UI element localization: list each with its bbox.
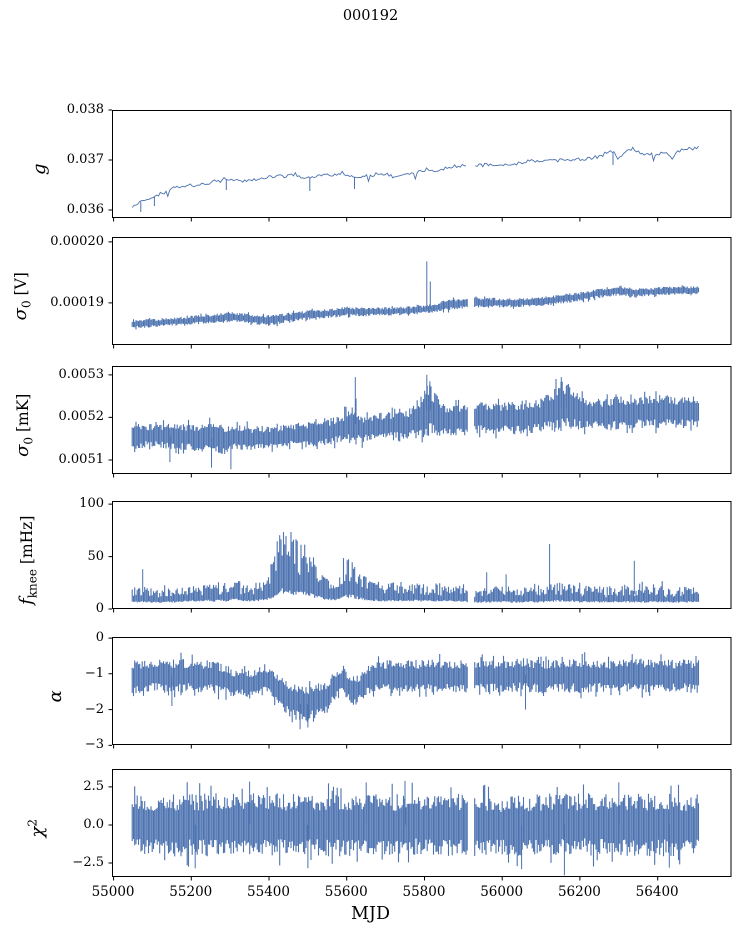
ylabel-symbol: σ	[12, 444, 34, 457]
x-axis-label: MJD	[351, 904, 390, 924]
y-tick-label: −2.5	[72, 855, 104, 870]
x-tick-label: 56200	[557, 884, 601, 900]
data-spikes-sigma0_mK	[168, 374, 567, 470]
axis-ticks	[108, 374, 658, 478]
axes-frame	[111, 237, 731, 345]
x-tick-label: 56400	[635, 884, 679, 900]
data-spikes-f_knee	[141, 544, 635, 595]
y-tick-label: 0.0051	[58, 451, 105, 467]
data-spikes-alpha	[170, 675, 526, 730]
ylabel-subscript: knee	[25, 569, 40, 599]
data-series-g	[131, 145, 699, 208]
data-spikes-g	[139, 152, 613, 212]
data-spikes-sigma0_V	[425, 261, 431, 310]
plot-area-fknee	[108, 501, 731, 613]
axis-ticks	[108, 786, 658, 881]
plot-area-g	[108, 109, 731, 222]
plot-area-sigma0-v	[108, 237, 731, 349]
axis-ticks	[108, 241, 658, 349]
y-tick-label: 0.037	[66, 152, 104, 167]
figure-title: 000192	[342, 8, 399, 24]
data-spikes-chi2	[194, 780, 670, 876]
y-tick-label: 2.5	[83, 778, 104, 794]
y-tick-label: −1	[84, 665, 104, 681]
axis-ticks	[108, 503, 658, 613]
y-tick-label: 0.0	[83, 816, 104, 832]
ylabel-unit: [mK]	[14, 393, 33, 437]
axis-ticks	[108, 637, 658, 749]
x-tick-label: 55200	[169, 884, 213, 900]
plot-area-alpha	[108, 637, 731, 749]
x-tick-label: 55000	[91, 884, 135, 900]
axes-frame	[111, 501, 731, 609]
axes-frame	[111, 637, 731, 745]
y-tick-label: 0.00019	[50, 294, 104, 310]
y-tick-label: 0.038	[66, 102, 104, 117]
y-tick-label: 0	[95, 630, 104, 646]
ylabel-symbol: α	[45, 690, 67, 703]
x-tick-label: 55600	[324, 884, 368, 900]
plot-area-sigma0-mk	[108, 366, 731, 478]
y-tick-label: 0.0053	[58, 366, 105, 382]
y-tick-label: 0.036	[66, 202, 104, 217]
axis-ticks	[108, 109, 658, 222]
axes-frame	[111, 769, 731, 877]
x-tick-label: 56000	[480, 884, 524, 900]
data-series-f_knee	[131, 532, 699, 603]
plot-area-chi2	[108, 769, 731, 881]
data-series-chi2	[131, 782, 699, 867]
y-tick-label: 50	[87, 548, 104, 564]
ylabel-unit: [V]	[12, 272, 31, 301]
y-tick-label: −3	[84, 737, 104, 753]
ylabel-symbol: σ	[10, 308, 32, 321]
y-tick-label: −2	[84, 701, 104, 717]
y-tick-label: 100	[79, 496, 104, 512]
y-tick-label: 0	[95, 601, 104, 616]
x-tick-label: 55400	[247, 884, 290, 900]
axes-frame	[111, 366, 731, 474]
data-series-sigma0_mK	[131, 379, 699, 454]
x-tick-label: 55800	[402, 884, 446, 900]
data-series-sigma0_V	[131, 285, 699, 330]
axes-frame	[111, 110, 731, 218]
y-tick-label: 0.00020	[50, 233, 104, 249]
y-tick-label: 0.0052	[58, 409, 105, 425]
data-series-alpha	[131, 652, 699, 723]
ylabel-subscript: 0	[21, 436, 36, 445]
